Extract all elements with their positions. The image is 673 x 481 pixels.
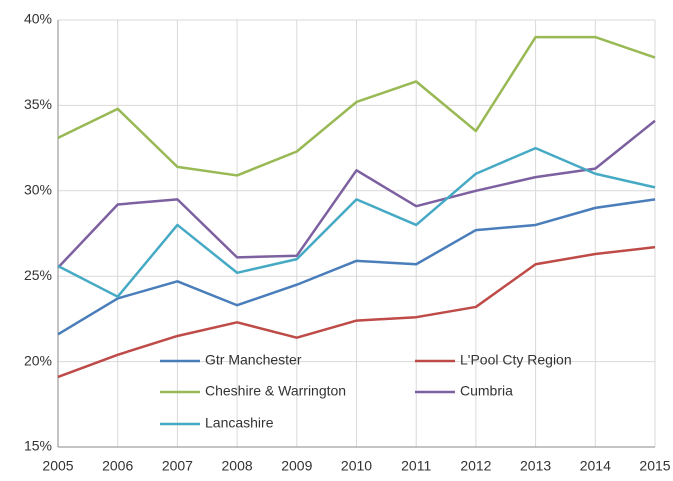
legend-label: Gtr Manchester [205, 352, 302, 368]
y-tick-label: 20% [24, 352, 52, 368]
x-tick-label: 2008 [222, 458, 253, 474]
legend-label: Cheshire & Warrington [205, 383, 346, 399]
series-line [57, 198, 656, 336]
series-line [57, 35, 656, 177]
legend-label: Lancashire [205, 415, 274, 431]
legend-label: L'Pool Cty Region [460, 352, 572, 368]
x-tick-label: 2009 [281, 458, 312, 474]
legend-label: Cumbria [460, 383, 513, 399]
x-tick-label: 2015 [639, 458, 670, 474]
x-tick-label: 2007 [162, 458, 193, 474]
series-line [57, 119, 656, 269]
x-tick-label: 2006 [102, 458, 133, 474]
x-tick-label: 2014 [580, 458, 611, 474]
x-tick-label: 2010 [341, 458, 372, 474]
x-tick-label: 2011 [401, 458, 431, 474]
x-tick-label: 2013 [520, 458, 551, 474]
y-tick-label: 30% [24, 182, 52, 198]
x-tick-label: 2005 [42, 458, 73, 474]
y-tick-label: 25% [24, 267, 52, 283]
series-line [57, 245, 656, 379]
y-tick-label: 35% [24, 96, 52, 112]
y-tick-label: 40% [24, 11, 52, 27]
series-line [57, 146, 656, 298]
y-tick-label: 15% [24, 438, 52, 454]
x-tick-label: 2012 [460, 458, 491, 474]
